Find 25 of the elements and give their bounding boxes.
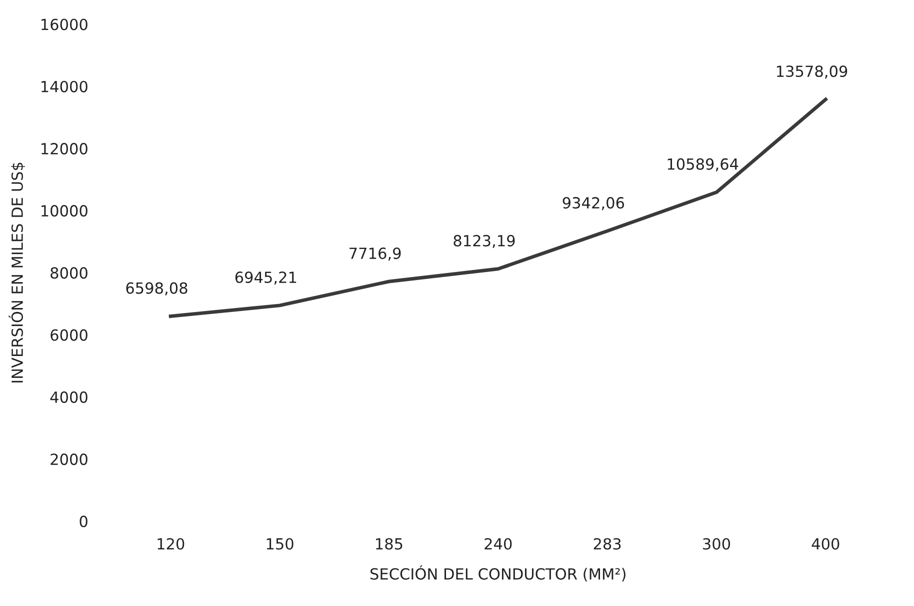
data-label: 13578,09 (776, 66, 848, 79)
y-tick-label: 14000 (42, 80, 88, 92)
data-label: 10589,64 (668, 158, 738, 172)
x-tick-label: 150 (266, 538, 294, 550)
y-tick-label: 0 (80, 516, 88, 528)
x-tick-label: 300 (703, 538, 730, 550)
y-tick-label: 12000 (42, 142, 88, 154)
x-tick-label: 400 (812, 538, 840, 550)
data-label: 7716,9 (350, 248, 401, 261)
data-label: 6945,21 (235, 272, 296, 285)
y-axis-title: INVERSIÓN EN MILES DE US$ (8, 162, 26, 382)
data-label: 9342,06 (562, 197, 624, 210)
y-tick-label: 10000 (42, 205, 88, 217)
y-tick-label: 2000 (50, 454, 88, 466)
x-tick-label: 185 (376, 538, 402, 550)
x-tick-label: 240 (484, 538, 512, 550)
y-tick-label: 4000 (50, 391, 88, 403)
data-label: 8123,19 (454, 234, 515, 248)
x-tick-label: 283 (594, 538, 621, 550)
x-tick-label: 120 (158, 538, 184, 550)
y-tick-label: 8000 (50, 267, 88, 279)
x-axis-title: SECCIÓN DEL CONDUCTOR (MM²) (370, 565, 626, 582)
y-tick-label: 16000 (42, 18, 88, 30)
data-label: 6598,08 (126, 282, 188, 296)
y-tick-label: 6000 (50, 329, 88, 341)
